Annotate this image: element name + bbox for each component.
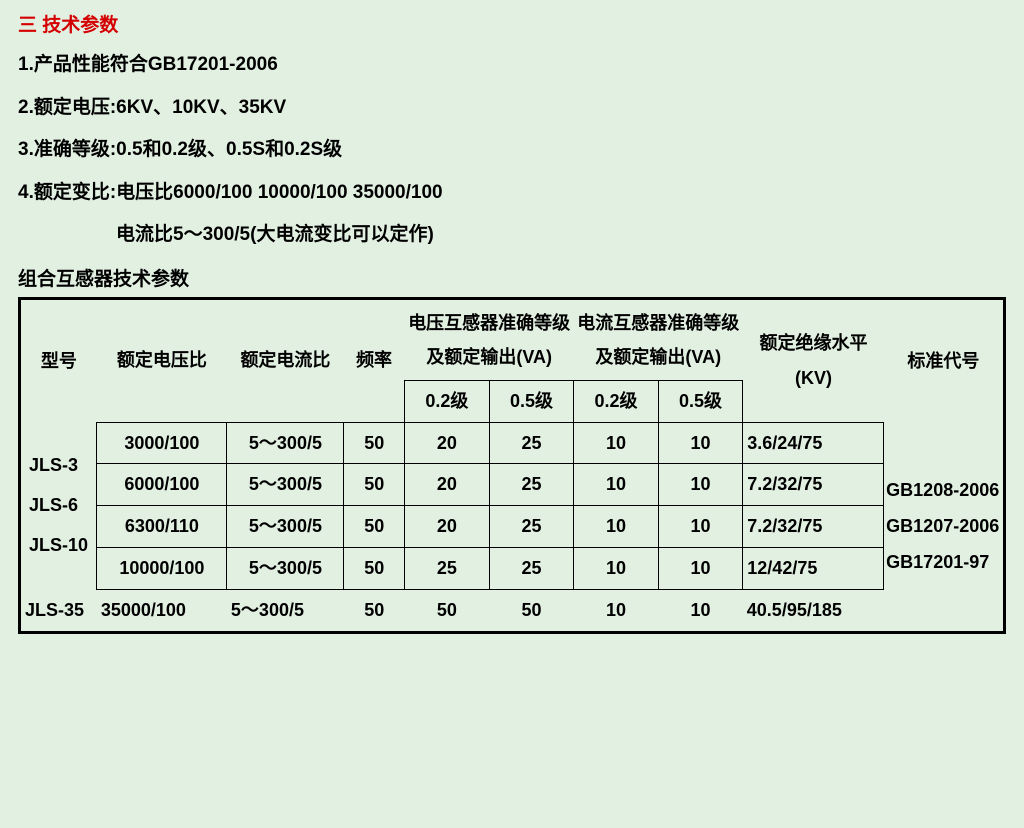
- cell-c05: 10: [658, 589, 743, 630]
- page-root: 三 技术参数 1.产品性能符合GB17201-2006 2.额定电压:6KV、1…: [0, 0, 1024, 652]
- model-cell-last: JLS-35: [21, 589, 97, 630]
- hdr-insulation: 额定绝缘水平(KV): [743, 300, 884, 423]
- spec-line-4b: 电流比5～300/5(大电流变比可以定作): [18, 221, 1006, 250]
- cell-p02: 25: [405, 548, 490, 590]
- cell-p05: 50: [489, 589, 574, 630]
- hdr-standard: 标准代号: [884, 300, 1003, 423]
- table-row: JLS-3JLS-6JLS-10 3000/100 5～300/5 50 20 …: [21, 422, 1003, 464]
- cell-current: 5～300/5: [227, 506, 344, 548]
- hdr-pt-accuracy: 电压互感器准确等级及额定输出(VA): [405, 300, 574, 381]
- cell-c02: 10: [574, 506, 659, 548]
- header-row-1: 型号 额定电压比 额定电流比 频率 电压互感器准确等级及额定输出(VA) 电流互…: [21, 300, 1003, 381]
- cell-ins: 12/42/75: [743, 548, 884, 590]
- cell-ins: 40.5/95/185: [743, 589, 884, 630]
- cell-c02: 10: [574, 464, 659, 506]
- cell-p02: 20: [405, 506, 490, 548]
- cell-p05: 25: [489, 422, 574, 464]
- cell-c02: 10: [574, 548, 659, 590]
- hdr-pt-05: 0.5级: [489, 380, 574, 422]
- cell-freq: 50: [344, 506, 405, 548]
- cell-freq: 50: [344, 464, 405, 506]
- cell-voltage: 35000/100: [97, 589, 227, 630]
- table-row: 10000/100 5～300/5 50 25 25 10 10 12/42/7…: [21, 548, 1003, 590]
- cell-voltage: 6000/100: [97, 464, 227, 506]
- cell-current: 5～300/5: [227, 589, 344, 630]
- cell-p05: 25: [489, 464, 574, 506]
- model-cell-merged: JLS-3JLS-6JLS-10: [21, 422, 97, 589]
- spec-line-3: 3.准确等级:0.5和0.2级、0.5S和0.2S级: [18, 136, 1006, 165]
- cell-p05: 25: [489, 506, 574, 548]
- cell-c05: 10: [658, 464, 743, 506]
- table-row: 6000/100 5～300/5 50 20 25 10 10 7.2/32/7…: [21, 464, 1003, 506]
- hdr-ct-accuracy: 电流互感器准确等级及额定输出(VA): [574, 300, 743, 381]
- standard-cell-merged: GB1208-2006GB1207-2006GB17201-97: [884, 422, 1003, 630]
- cell-voltage: 3000/100: [97, 422, 227, 464]
- cell-ins: 3.6/24/75: [743, 422, 884, 464]
- spec-line-4a: 4.额定变比:电压比6000/100 10000/100 35000/100: [18, 179, 1006, 208]
- hdr-ct-05: 0.5级: [658, 380, 743, 422]
- cell-c05: 10: [658, 548, 743, 590]
- cell-p05: 25: [489, 548, 574, 590]
- cell-c05: 10: [658, 506, 743, 548]
- cell-voltage: 10000/100: [97, 548, 227, 590]
- cell-p02: 20: [405, 464, 490, 506]
- spec-table: 型号 额定电压比 额定电流比 频率 电压互感器准确等级及额定输出(VA) 电流互…: [21, 300, 1003, 631]
- hdr-current-ratio: 额定电流比: [227, 300, 344, 423]
- cell-p02: 20: [405, 422, 490, 464]
- hdr-voltage-ratio: 额定电压比: [97, 300, 227, 423]
- section-title: 三 技术参数: [18, 10, 1006, 37]
- spec-line-2: 2.额定电压:6KV、10KV、35KV: [18, 94, 1006, 123]
- cell-voltage: 6300/110: [97, 506, 227, 548]
- cell-current: 5～300/5: [227, 548, 344, 590]
- spec-line-1: 1.产品性能符合GB17201-2006: [18, 51, 1006, 80]
- cell-ins: 7.2/32/75: [743, 506, 884, 548]
- table-row: 6300/110 5～300/5 50 20 25 10 10 7.2/32/7…: [21, 506, 1003, 548]
- cell-current: 5～300/5: [227, 464, 344, 506]
- table-title: 组合互感器技术参数: [18, 264, 1006, 291]
- cell-freq: 50: [344, 589, 405, 630]
- hdr-pt-02: 0.2级: [405, 380, 490, 422]
- cell-freq: 50: [344, 422, 405, 464]
- hdr-model: 型号: [21, 300, 97, 423]
- cell-current: 5～300/5: [227, 422, 344, 464]
- cell-freq: 50: [344, 548, 405, 590]
- spec-table-wrap: 型号 额定电压比 额定电流比 频率 电压互感器准确等级及额定输出(VA) 电流互…: [18, 297, 1006, 634]
- cell-c02: 10: [574, 422, 659, 464]
- cell-c05: 10: [658, 422, 743, 464]
- cell-p02: 50: [405, 589, 490, 630]
- table-row-last: JLS-35 35000/100 5～300/5 50 50 50 10 10 …: [21, 589, 1003, 630]
- hdr-ct-02: 0.2级: [574, 380, 659, 422]
- cell-c02: 10: [574, 589, 659, 630]
- hdr-frequency: 频率: [344, 300, 405, 423]
- cell-ins: 7.2/32/75: [743, 464, 884, 506]
